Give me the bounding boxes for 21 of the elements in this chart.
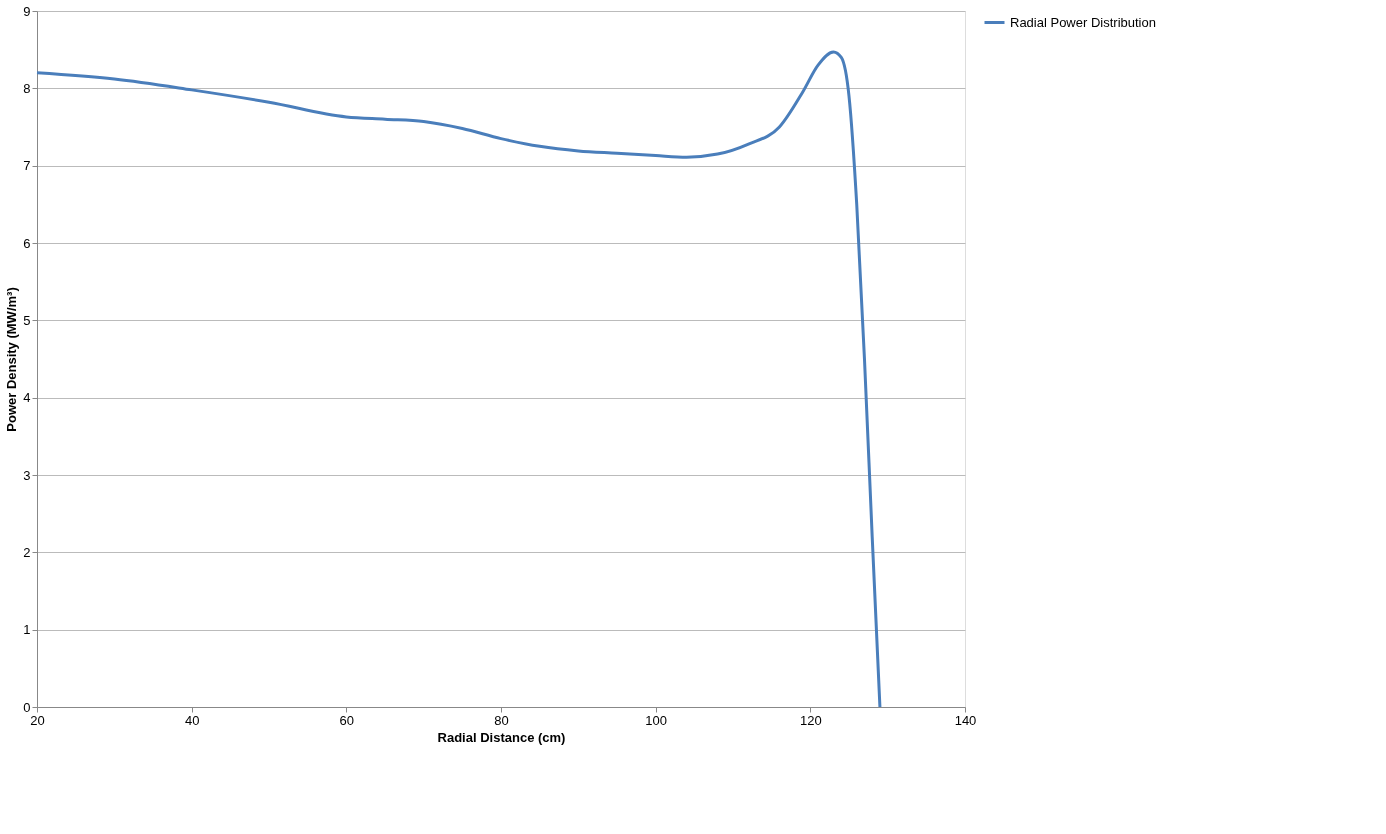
x-axis-title: Radial Distance (cm) bbox=[437, 729, 566, 745]
y-tick-label: 2 bbox=[23, 544, 31, 560]
x-tick-label: 120 bbox=[799, 712, 822, 728]
x-tick-label: 80 bbox=[494, 712, 509, 728]
y-tick-label: 4 bbox=[23, 390, 31, 406]
y-tick-label: 5 bbox=[23, 312, 31, 328]
y-tick-label: 9 bbox=[23, 3, 31, 19]
y-tick-label: 7 bbox=[23, 158, 31, 174]
x-tick-label: 60 bbox=[339, 712, 355, 728]
x-tick-label: 100 bbox=[645, 712, 668, 728]
legend-label: Radial Power Distribution bbox=[1010, 14, 1156, 30]
y-tick-label: 0 bbox=[23, 699, 31, 715]
x-tick-label: 40 bbox=[184, 712, 200, 728]
y-axis-title: Power Density (MW/m³) bbox=[4, 287, 20, 432]
y-tick-label: 8 bbox=[23, 80, 31, 96]
line-series bbox=[35, 50, 882, 709]
y-tick-label: 1 bbox=[23, 622, 31, 638]
x-tick-label: 20 bbox=[30, 712, 45, 728]
x-tick-label: 140 bbox=[954, 712, 977, 728]
y-tick-label: 6 bbox=[23, 235, 31, 251]
y-tick-label: 3 bbox=[23, 467, 31, 483]
